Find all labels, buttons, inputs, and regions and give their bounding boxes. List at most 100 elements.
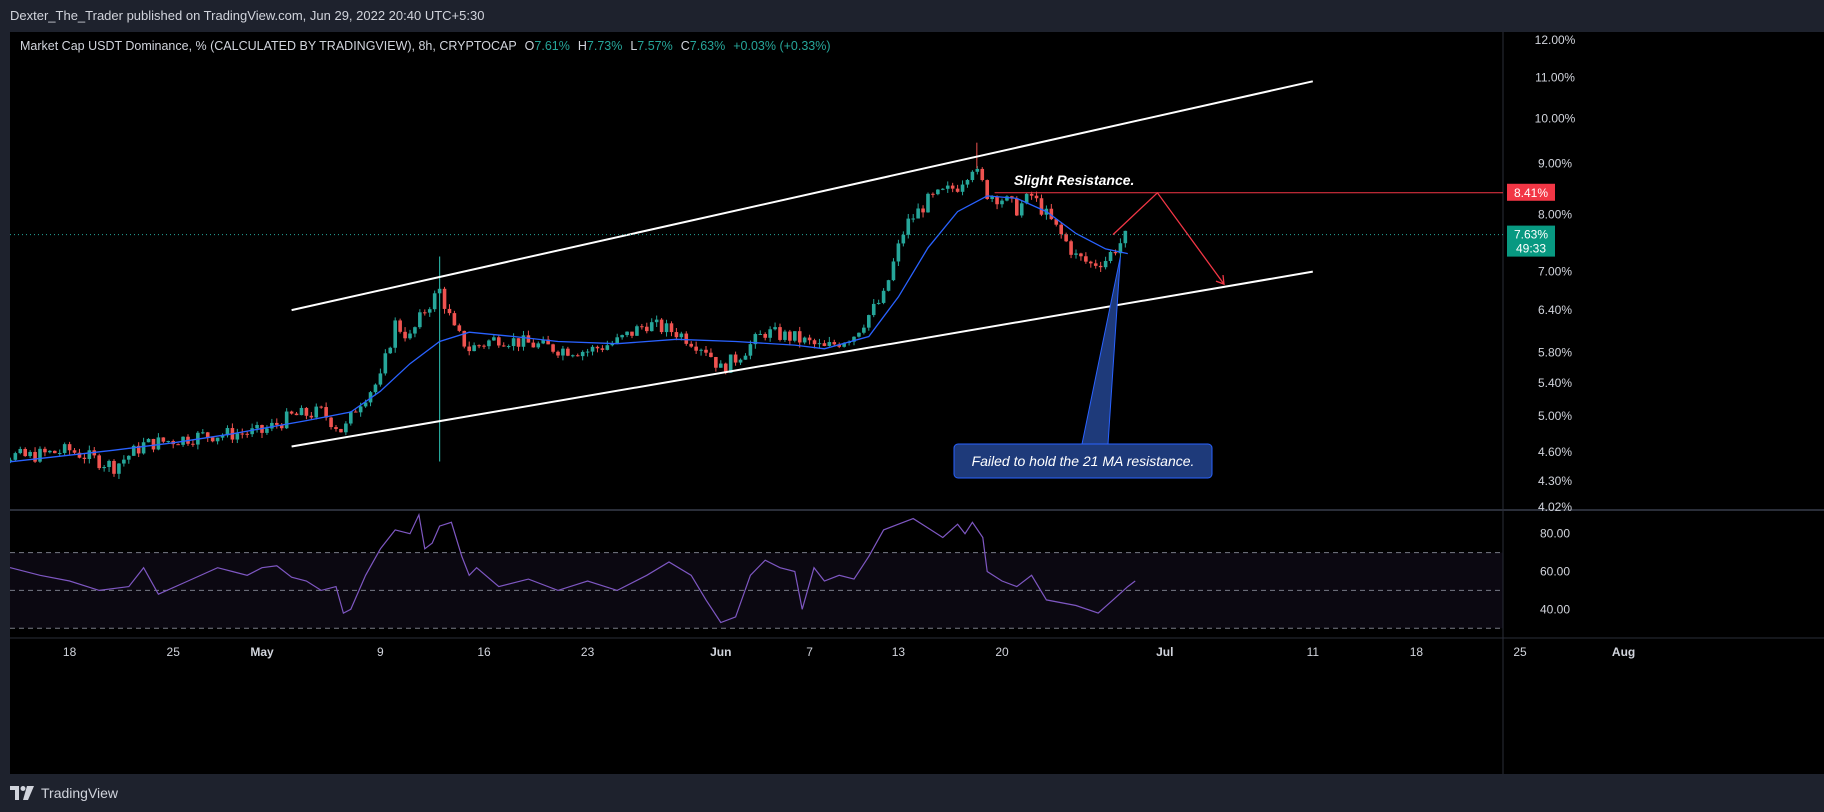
candle-body <box>161 437 166 442</box>
legend-high-label: H <box>577 39 587 53</box>
candle-body <box>867 315 871 328</box>
candle-body <box>156 437 161 450</box>
candle <box>862 324 866 335</box>
candle-body <box>53 450 57 454</box>
candle <box>1069 239 1073 259</box>
candle <box>452 310 457 326</box>
candle <box>822 340 827 347</box>
rsi-pane <box>10 511 1503 632</box>
candle <box>427 307 432 317</box>
candle <box>1089 260 1093 268</box>
candle <box>773 322 777 331</box>
candle-body <box>561 348 565 356</box>
candle-body <box>265 428 269 433</box>
candle <box>659 318 664 335</box>
candle <box>600 345 605 353</box>
candle <box>225 425 230 438</box>
time-tick-label: 18 <box>63 645 77 659</box>
candle <box>788 329 792 346</box>
candle <box>571 354 575 358</box>
time-tick-label: 11 <box>1307 645 1320 659</box>
candle-body <box>1089 261 1093 264</box>
candle <box>945 181 950 193</box>
candle <box>871 299 876 318</box>
candle <box>87 445 92 464</box>
candle <box>812 338 817 349</box>
candle <box>191 439 195 447</box>
candle <box>1074 249 1078 259</box>
candle <box>526 330 531 343</box>
candle-body <box>871 303 876 316</box>
candle-body <box>536 343 541 348</box>
candle-body <box>492 337 496 341</box>
candle <box>709 348 713 358</box>
candle <box>33 447 37 463</box>
price-tick-label: 5.40% <box>1538 376 1572 390</box>
price-tick-label: 4.60% <box>1538 445 1572 459</box>
annotation-callout-text: Failed to hold the 21 MA resistance. <box>972 453 1195 469</box>
candle <box>477 344 481 349</box>
projection-path <box>1112 191 1225 285</box>
time-tick-label: 23 <box>581 645 595 659</box>
candle-body <box>33 451 37 462</box>
candle-body <box>1113 252 1118 254</box>
time-tick-label: 20 <box>995 645 1009 659</box>
candle-body <box>368 392 373 403</box>
candle <box>1123 230 1128 248</box>
time-tick-label: 25 <box>1513 645 1527 659</box>
candle-body <box>240 433 245 435</box>
candle <box>1103 256 1108 270</box>
candle-body <box>432 293 437 310</box>
candle-body <box>827 342 832 346</box>
candle <box>260 424 264 438</box>
candle <box>506 344 511 349</box>
candle <box>18 446 23 455</box>
candle-body <box>595 346 600 349</box>
candle-body <box>733 354 738 363</box>
candle-body <box>526 335 531 343</box>
candle <box>531 339 536 348</box>
candle <box>442 286 447 314</box>
candle-body <box>571 355 575 357</box>
candle-body <box>753 334 758 345</box>
candle-body <box>136 445 141 454</box>
candle-body <box>758 333 763 335</box>
chart-frame[interactable]: Slight Resistance. Failed to hold the 21 … <box>10 32 1824 774</box>
candle <box>1059 222 1063 239</box>
candle-body <box>970 171 975 181</box>
candle <box>1098 261 1103 272</box>
moving-average-line <box>10 195 1128 463</box>
candle <box>832 339 837 347</box>
candle-body <box>117 463 121 474</box>
candle <box>373 383 378 396</box>
candle-body <box>832 342 837 345</box>
candle <box>689 341 693 348</box>
price-tick-label-bottom: 4.02% <box>1538 500 1572 514</box>
candle <box>748 340 753 360</box>
candle <box>1079 252 1083 261</box>
candle-body <box>1064 234 1068 242</box>
price-tick-label: 4.30% <box>1538 474 1572 488</box>
candle-body <box>349 411 353 424</box>
candle <box>758 330 763 335</box>
candle <box>743 353 748 360</box>
candle <box>561 345 565 361</box>
candle <box>630 331 634 339</box>
bar-countdown-label: 49:33 <box>1516 242 1546 256</box>
candle <box>580 350 585 361</box>
candle <box>447 304 452 316</box>
candle-body <box>501 345 506 347</box>
candle-body <box>891 261 896 281</box>
candle <box>960 180 965 196</box>
callout-pointer <box>1081 256 1121 445</box>
candle-body <box>620 335 624 338</box>
candle-body <box>122 459 126 464</box>
candle-body <box>457 325 462 331</box>
candle-body <box>778 327 782 340</box>
candle-body <box>1098 265 1103 268</box>
chart-canvas[interactable]: Slight Resistance. Failed to hold the 21 … <box>10 32 1824 774</box>
candle <box>265 425 269 435</box>
candle <box>714 356 718 372</box>
candle <box>753 332 758 349</box>
candle <box>1084 252 1088 264</box>
